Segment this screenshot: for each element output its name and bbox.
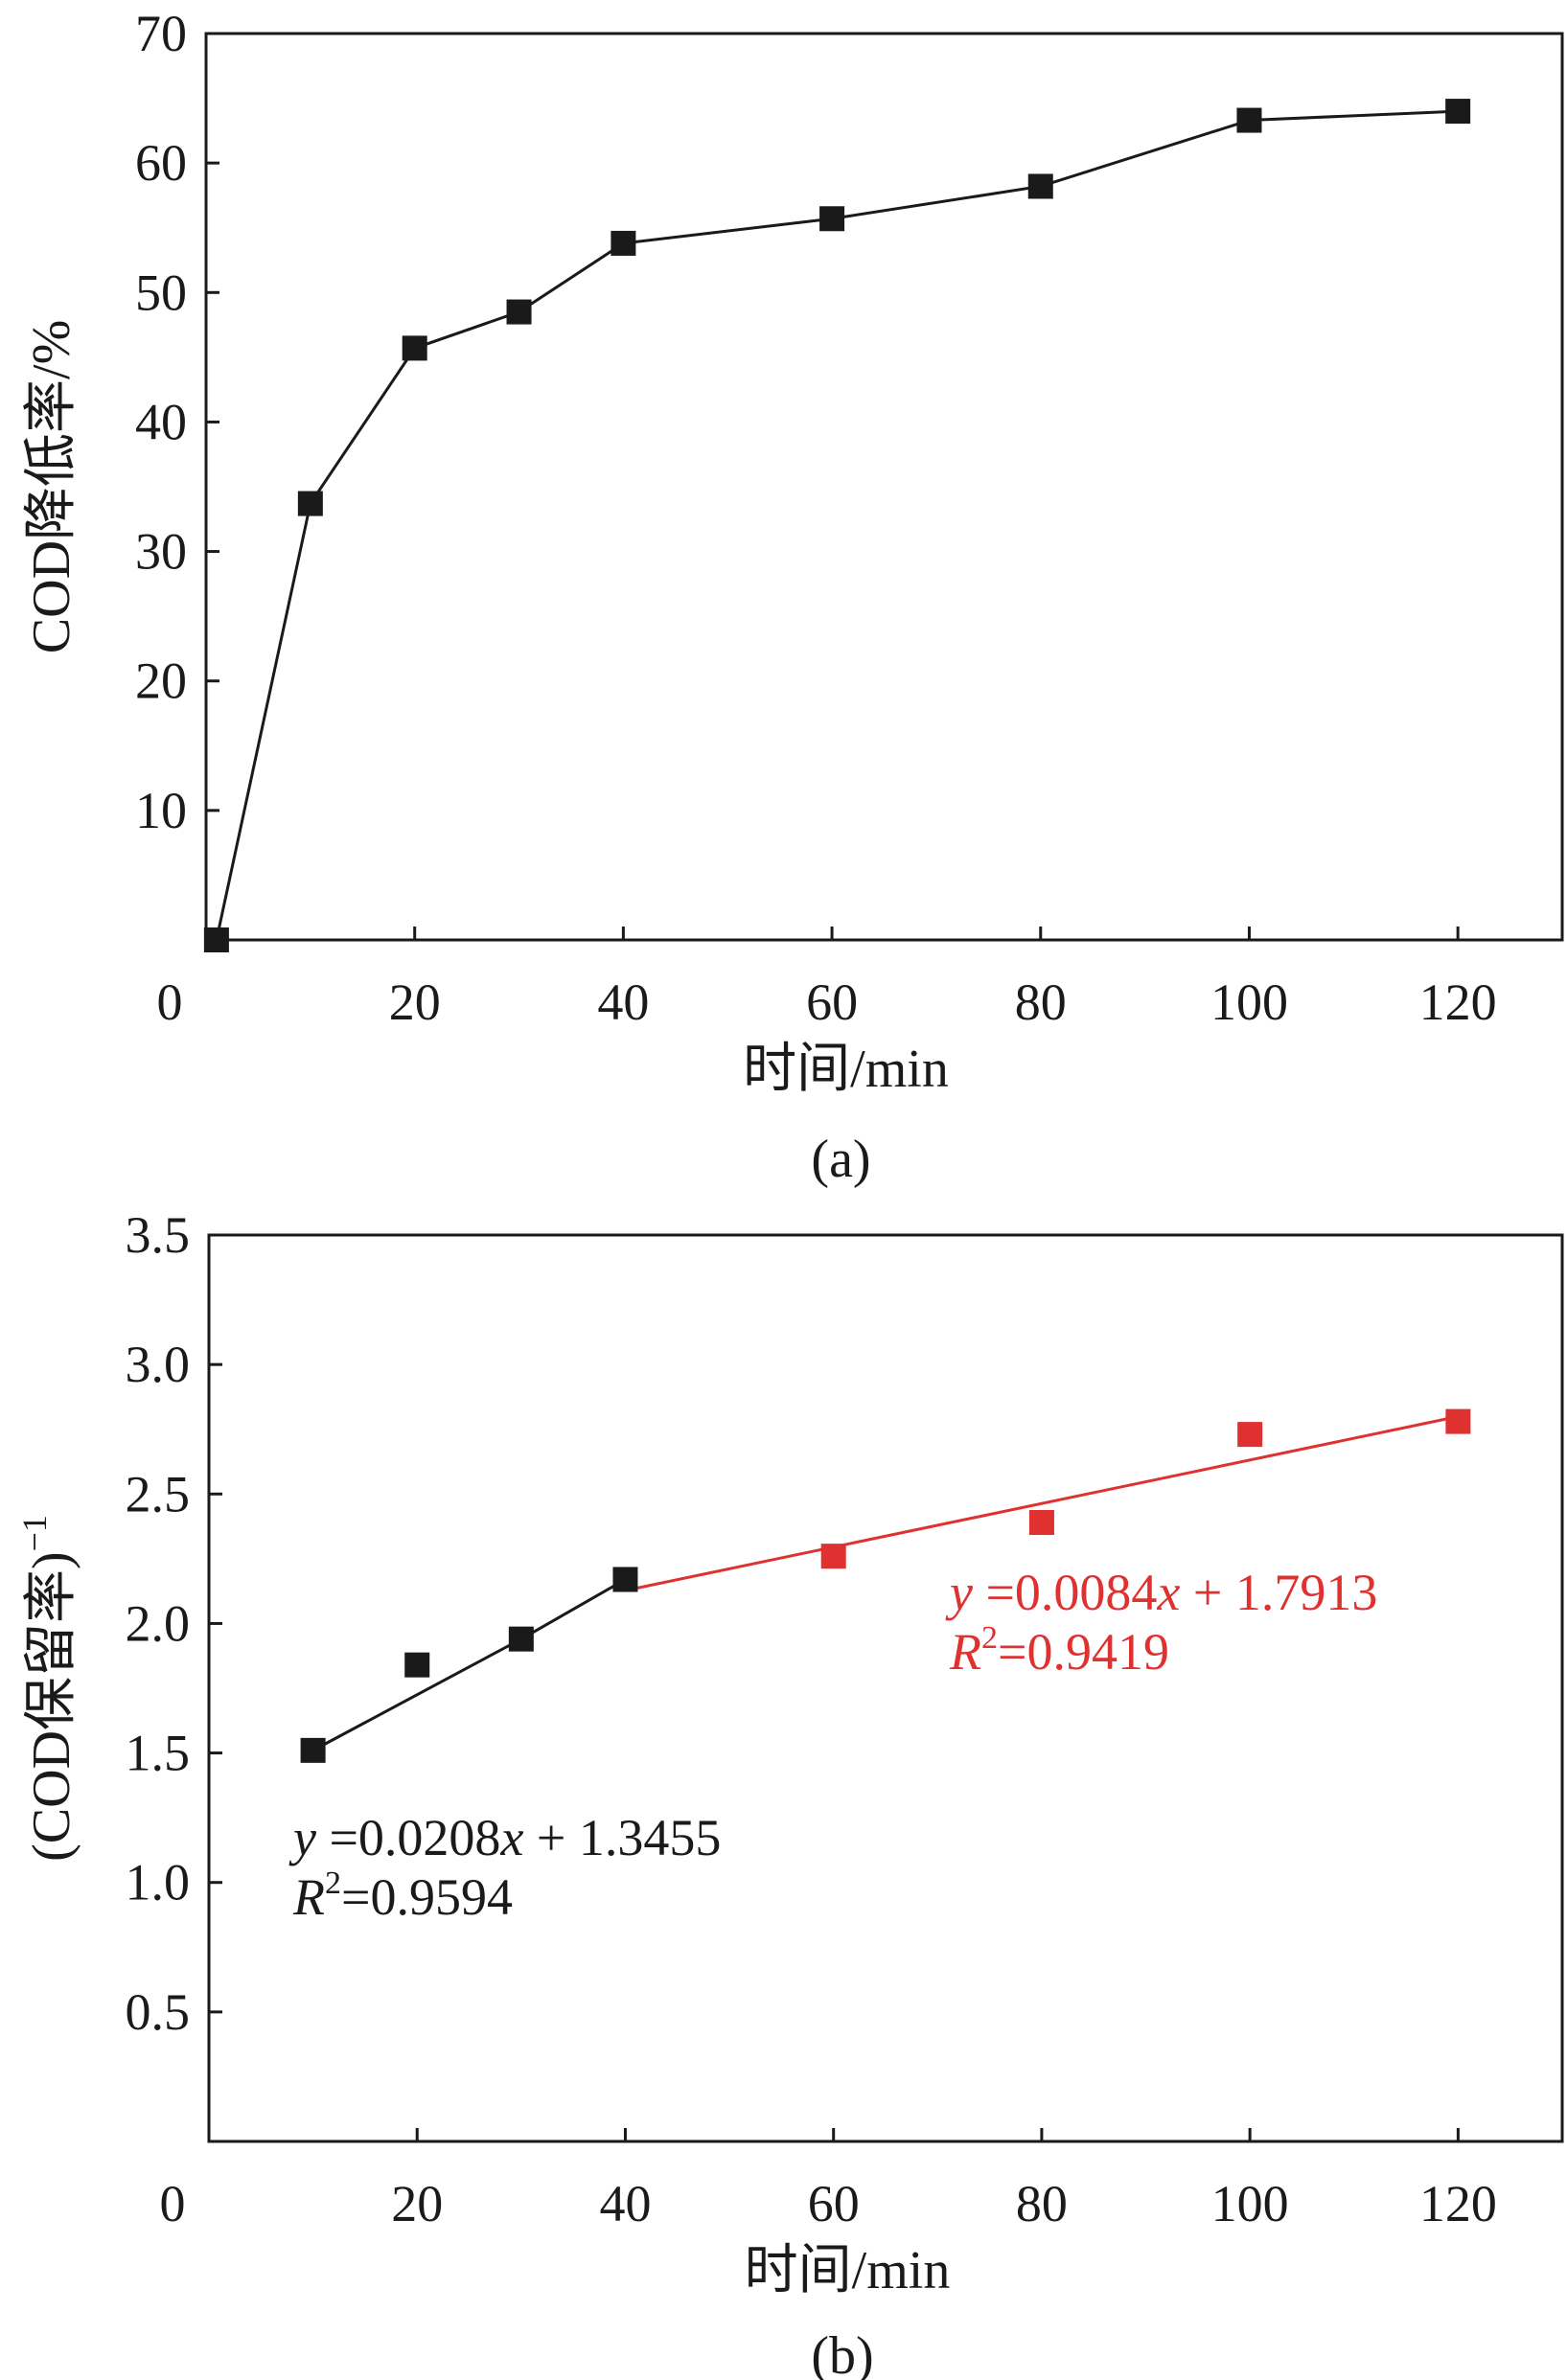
equation-y-var: y bbox=[945, 1564, 973, 1621]
r-squared-symbol: R bbox=[292, 1868, 325, 1926]
y-tick-label: 40 bbox=[135, 393, 187, 450]
equation-x-var: x bbox=[499, 1809, 523, 1866]
panel-caption-a: (a) bbox=[811, 1130, 870, 1189]
fit-line bbox=[311, 1578, 627, 1752]
data-point bbox=[611, 230, 636, 256]
x-tick-label: 0 bbox=[160, 2175, 186, 2232]
y-tick-label: 3.0 bbox=[126, 1336, 191, 1393]
x-tick-label: 120 bbox=[1419, 973, 1497, 1031]
data-point bbox=[1237, 1422, 1263, 1448]
x-tick-label: 80 bbox=[1016, 2175, 1068, 2232]
x-tick-label: 120 bbox=[1419, 2175, 1497, 2232]
fit-equation: y =0.0208x + 1.3455 bbox=[288, 1809, 721, 1866]
panel-caption-b: (b) bbox=[811, 2326, 873, 2380]
x-axis-label-a: 时间/min bbox=[743, 1040, 949, 1099]
data-point bbox=[1027, 173, 1053, 199]
x-ticks-a: 0 20 40 60 80 100 120 bbox=[157, 927, 1497, 1031]
equation-slope: =0.0208 bbox=[316, 1809, 500, 1866]
r-squared-superscript: 2 bbox=[981, 1620, 998, 1656]
y-axis-label-b: (COD保留率)−1 bbox=[15, 1515, 81, 1862]
series-line-a bbox=[215, 109, 1459, 941]
r-squared-superscript: 2 bbox=[325, 1865, 341, 1901]
y-tick-label: 2.0 bbox=[126, 1594, 191, 1652]
r-squared-value: =0.9594 bbox=[341, 1868, 513, 1926]
y-tick-label: 1.5 bbox=[126, 1725, 191, 1782]
y-tick-label: 0.5 bbox=[126, 1983, 191, 2041]
series-points-a bbox=[203, 99, 1471, 952]
x-tick-label: 100 bbox=[1211, 2175, 1289, 2232]
y-ticks-a: 10 20 30 40 50 60 70 bbox=[135, 5, 219, 839]
data-point bbox=[404, 1652, 430, 1678]
fit-r-squared: R2=0.9594 bbox=[292, 1865, 513, 1926]
r-squared-value: =0.9419 bbox=[998, 1623, 1169, 1681]
x-tick-label: 60 bbox=[806, 973, 858, 1031]
plot-frame-b bbox=[207, 1233, 1564, 2143]
x-tick-label: 80 bbox=[1015, 973, 1067, 1031]
y-tick-label: 70 bbox=[135, 5, 187, 62]
x-tick-label: 40 bbox=[597, 973, 649, 1031]
y-ticks-b: 0.5 1.0 1.5 2.0 2.5 3.0 3.5 bbox=[126, 1206, 222, 2041]
y-axis-label-a: COD降低率/% bbox=[22, 320, 81, 653]
data-point bbox=[612, 1567, 638, 1592]
y-tick-label: 50 bbox=[135, 263, 187, 321]
fit-r-squared: R2=0.9419 bbox=[949, 1620, 1169, 1681]
chart-panel-b: 0 20 40 60 80 100 120 0.5 1.0 1.5 2.0 2.5 3.0 3.5 y … bbox=[15, 1206, 1564, 2380]
plot-frame-a bbox=[204, 32, 1564, 942]
data-point bbox=[820, 1544, 846, 1569]
equation-intercept: + 1.7913 bbox=[1180, 1564, 1377, 1621]
data-point bbox=[819, 206, 845, 232]
y-tick-label: 3.5 bbox=[126, 1206, 191, 1264]
x-axis-label-b: 时间/min bbox=[745, 2241, 951, 2300]
equation-y-var: y bbox=[288, 1809, 316, 1866]
x-tick-label: 20 bbox=[391, 2175, 443, 2232]
y-tick-label: 60 bbox=[135, 134, 187, 192]
y-tick-label: 2.5 bbox=[126, 1465, 191, 1522]
series-points-b bbox=[300, 1408, 1471, 1763]
data-point bbox=[1236, 107, 1262, 133]
data-point bbox=[1445, 1408, 1471, 1434]
r-squared-symbol: R bbox=[949, 1623, 981, 1681]
equation-intercept: + 1.3455 bbox=[523, 1809, 721, 1866]
data-point bbox=[508, 1626, 534, 1652]
equation-x-var: x bbox=[1156, 1564, 1180, 1621]
x-tick-label: 100 bbox=[1210, 973, 1288, 1031]
y-axis-label-b-main: (COD保留率) bbox=[22, 1551, 81, 1862]
data-point bbox=[1445, 99, 1471, 125]
data-point bbox=[300, 1737, 326, 1763]
fit-line bbox=[625, 1414, 1459, 1592]
y-tick-label: 1.0 bbox=[126, 1854, 191, 1911]
chart-panel-a: 0 20 40 60 80 100 120 10 20 30 40 50 60 70 时间/min CO… bbox=[22, 5, 1564, 1189]
y-tick-label: 30 bbox=[135, 523, 187, 581]
x-tick-label: 40 bbox=[599, 2175, 651, 2232]
data-point bbox=[297, 491, 323, 516]
x-tick-label: 20 bbox=[389, 973, 441, 1031]
x-tick-label: 60 bbox=[808, 2175, 860, 2232]
x-ticks-b: 0 20 40 60 80 100 120 bbox=[160, 2128, 1497, 2232]
data-point bbox=[506, 299, 532, 325]
x-tick-label: 0 bbox=[157, 973, 183, 1031]
equation-slope: =0.0084 bbox=[973, 1564, 1157, 1621]
y-tick-label: 20 bbox=[135, 652, 187, 710]
y-axis-label-b-superscript: −1 bbox=[15, 1515, 54, 1551]
fit-equation: y =0.0084x + 1.7913 bbox=[945, 1564, 1377, 1621]
data-point bbox=[402, 335, 427, 361]
data-point bbox=[1028, 1510, 1054, 1536]
data-point bbox=[203, 927, 229, 952]
series-line bbox=[215, 109, 1459, 941]
y-tick-label: 10 bbox=[135, 782, 187, 839]
